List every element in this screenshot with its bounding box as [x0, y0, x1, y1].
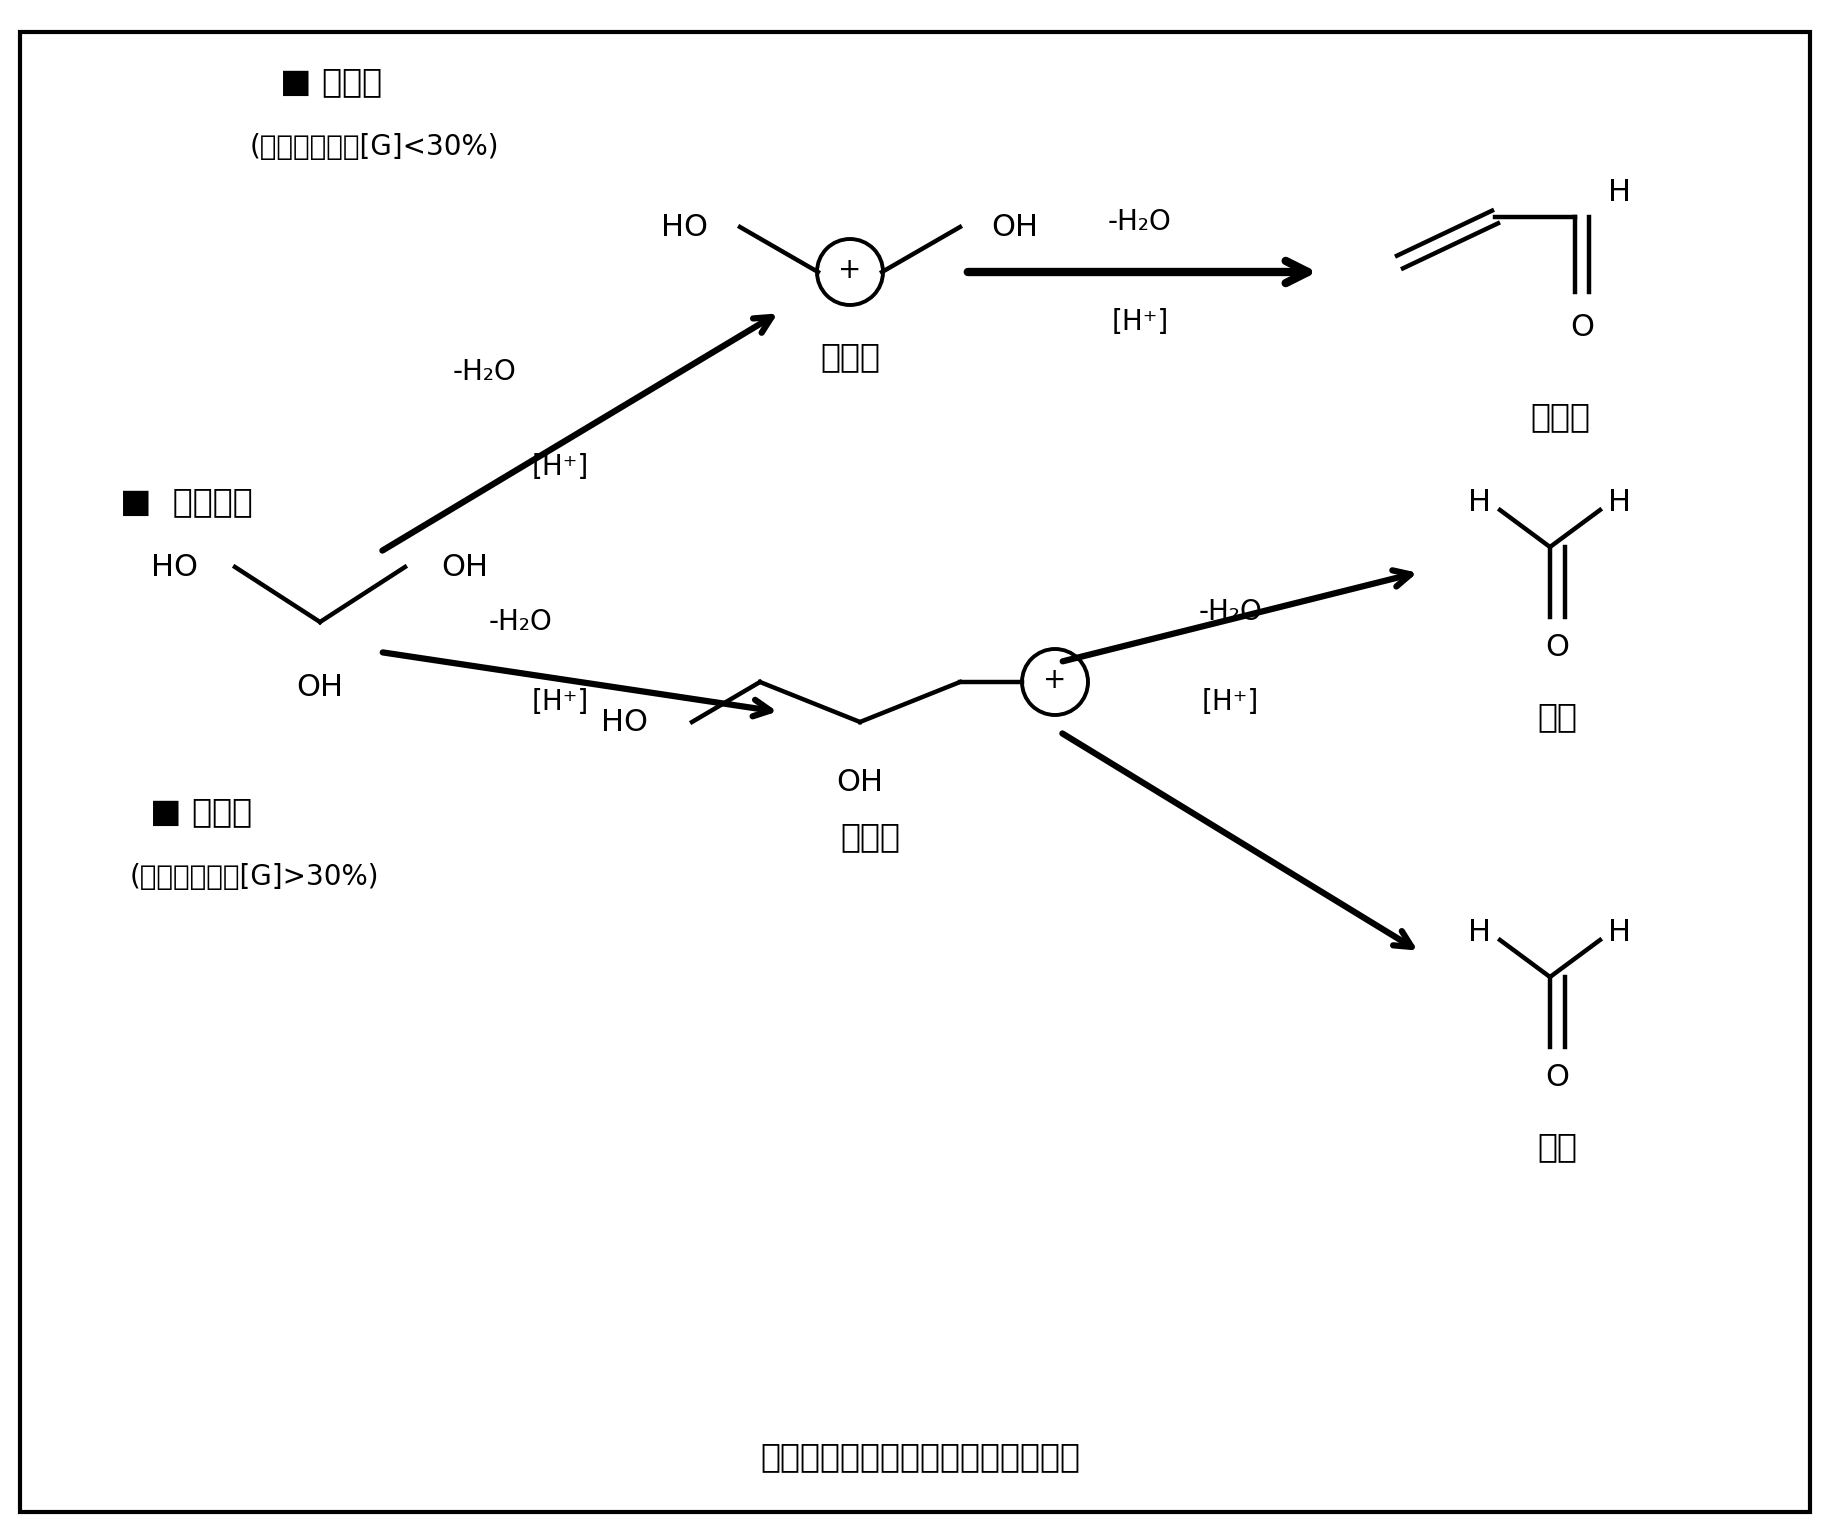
Text: +: +: [1043, 666, 1067, 694]
Text: -H₂O: -H₂O: [1199, 597, 1262, 627]
Text: OH: OH: [441, 553, 489, 582]
Text: 丙烯醒: 丙烯醒: [1530, 400, 1591, 434]
Text: H: H: [1469, 918, 1491, 947]
Text: (配位水过剖、[G]<30%): (配位水过剖、[G]<30%): [250, 133, 500, 161]
Text: HO: HO: [151, 553, 199, 582]
Text: 中间体: 中间体: [820, 340, 881, 374]
Text: HO: HO: [601, 708, 647, 737]
Text: 乙醒: 乙醒: [1537, 1131, 1578, 1163]
Text: [H⁺]: [H⁺]: [1111, 308, 1168, 336]
Text: O: O: [1545, 1063, 1569, 1091]
Text: (配位水不足、[G]>30%): (配位水不足、[G]>30%): [131, 863, 379, 892]
Text: ■  起始物质: ■ 起始物质: [120, 486, 252, 518]
Text: 中间体: 中间体: [840, 821, 899, 853]
Text: -H₂O: -H₂O: [487, 608, 552, 636]
Text: 甲醒: 甲醒: [1537, 700, 1578, 734]
Text: OH: OH: [296, 673, 344, 702]
Text: [H⁺]: [H⁺]: [1201, 688, 1258, 715]
Text: OH: OH: [991, 213, 1039, 242]
Text: O: O: [1545, 633, 1569, 662]
Text: ■ 主反应: ■ 主反应: [280, 66, 383, 98]
Text: 使用超临界水的甘油的脱水反应路线: 使用超临界水的甘油的脱水反应路线: [760, 1440, 1079, 1474]
Text: [H⁺]: [H⁺]: [531, 453, 588, 481]
Text: HO: HO: [662, 213, 708, 242]
Text: -H₂O: -H₂O: [452, 358, 517, 386]
Text: +: +: [839, 256, 862, 283]
Text: O: O: [1571, 313, 1594, 342]
Text: ■ 副反应: ■ 副反应: [151, 795, 252, 829]
Text: OH: OH: [837, 768, 883, 797]
FancyBboxPatch shape: [20, 32, 1810, 1512]
Text: H: H: [1609, 178, 1631, 207]
Text: [H⁺]: [H⁺]: [531, 688, 588, 715]
Text: H: H: [1609, 918, 1631, 947]
Text: H: H: [1609, 487, 1631, 516]
Text: -H₂O: -H₂O: [1109, 208, 1171, 236]
Text: H: H: [1469, 487, 1491, 516]
